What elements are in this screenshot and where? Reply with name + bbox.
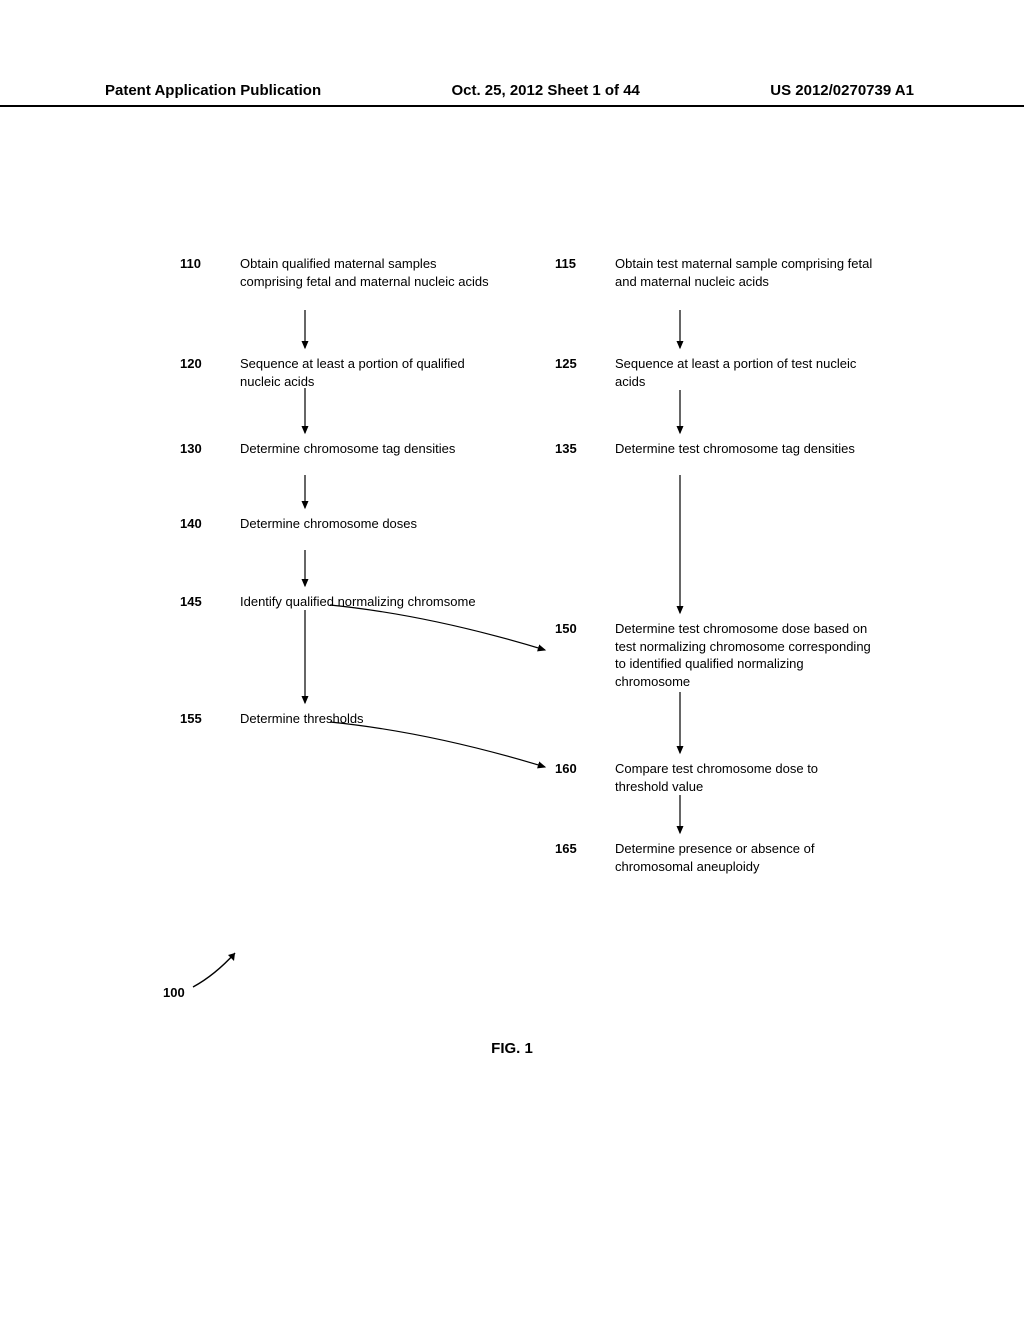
step-135: 135 Determine test chromosome tag densit… bbox=[555, 440, 855, 458]
step-140: 140 Determine chromosome doses bbox=[180, 515, 417, 533]
header-right: US 2012/0270739 A1 bbox=[770, 82, 914, 99]
page-header: Patent Application Publication Oct. 25, … bbox=[0, 82, 1024, 107]
step-text: Obtain test maternal sample comprising f… bbox=[615, 255, 875, 290]
step-text: Determine test chromosome tag densities bbox=[615, 440, 855, 458]
header-left: Patent Application Publication bbox=[105, 82, 321, 99]
reference-number-100: 100 bbox=[163, 985, 185, 1000]
step-130: 130 Determine chromosome tag densities bbox=[180, 440, 455, 458]
step-num: 115 bbox=[555, 255, 587, 273]
step-150: 150 Determine test chromosome dose based… bbox=[555, 620, 875, 690]
step-text: Identify qualified normalizing chromsome bbox=[240, 593, 476, 611]
step-110: 110 Obtain qualified maternal samples co… bbox=[180, 255, 500, 290]
header-center: Oct. 25, 2012 Sheet 1 of 44 bbox=[451, 82, 639, 99]
step-num: 160 bbox=[555, 760, 587, 778]
figure-label: FIG. 1 bbox=[0, 1040, 1024, 1057]
step-num: 110 bbox=[180, 255, 212, 273]
step-num: 120 bbox=[180, 355, 212, 373]
step-160: 160 Compare test chromosome dose to thre… bbox=[555, 760, 875, 795]
reference-arrow-icon bbox=[185, 945, 265, 995]
step-text: Determine test chromosome dose based on … bbox=[615, 620, 875, 690]
step-155: 155 Determine thresholds bbox=[180, 710, 364, 728]
step-text: Determine thresholds bbox=[240, 710, 364, 728]
step-num: 165 bbox=[555, 840, 587, 858]
step-num: 150 bbox=[555, 620, 587, 638]
step-120: 120 Sequence at least a portion of quali… bbox=[180, 355, 500, 390]
step-text: Obtain qualified maternal samples compri… bbox=[240, 255, 500, 290]
step-num: 145 bbox=[180, 593, 212, 611]
step-text: Determine chromosome tag densities bbox=[240, 440, 455, 458]
step-text: Sequence at least a portion of qualified… bbox=[240, 355, 500, 390]
step-145: 145 Identify qualified normalizing chrom… bbox=[180, 593, 476, 611]
step-text: Sequence at least a portion of test nucl… bbox=[615, 355, 875, 390]
step-num: 125 bbox=[555, 355, 587, 373]
step-115: 115 Obtain test maternal sample comprisi… bbox=[555, 255, 875, 290]
step-num: 155 bbox=[180, 710, 212, 728]
step-125: 125 Sequence at least a portion of test … bbox=[555, 355, 875, 390]
step-text: Determine chromosome doses bbox=[240, 515, 417, 533]
step-text: Determine presence or absence of chromos… bbox=[615, 840, 875, 875]
step-num: 135 bbox=[555, 440, 587, 458]
step-text: Compare test chromosome dose to threshol… bbox=[615, 760, 875, 795]
flowchart: 110 Obtain qualified maternal samples co… bbox=[0, 200, 1024, 1100]
step-num: 140 bbox=[180, 515, 212, 533]
step-num: 130 bbox=[180, 440, 212, 458]
step-165: 165 Determine presence or absence of chr… bbox=[555, 840, 875, 875]
